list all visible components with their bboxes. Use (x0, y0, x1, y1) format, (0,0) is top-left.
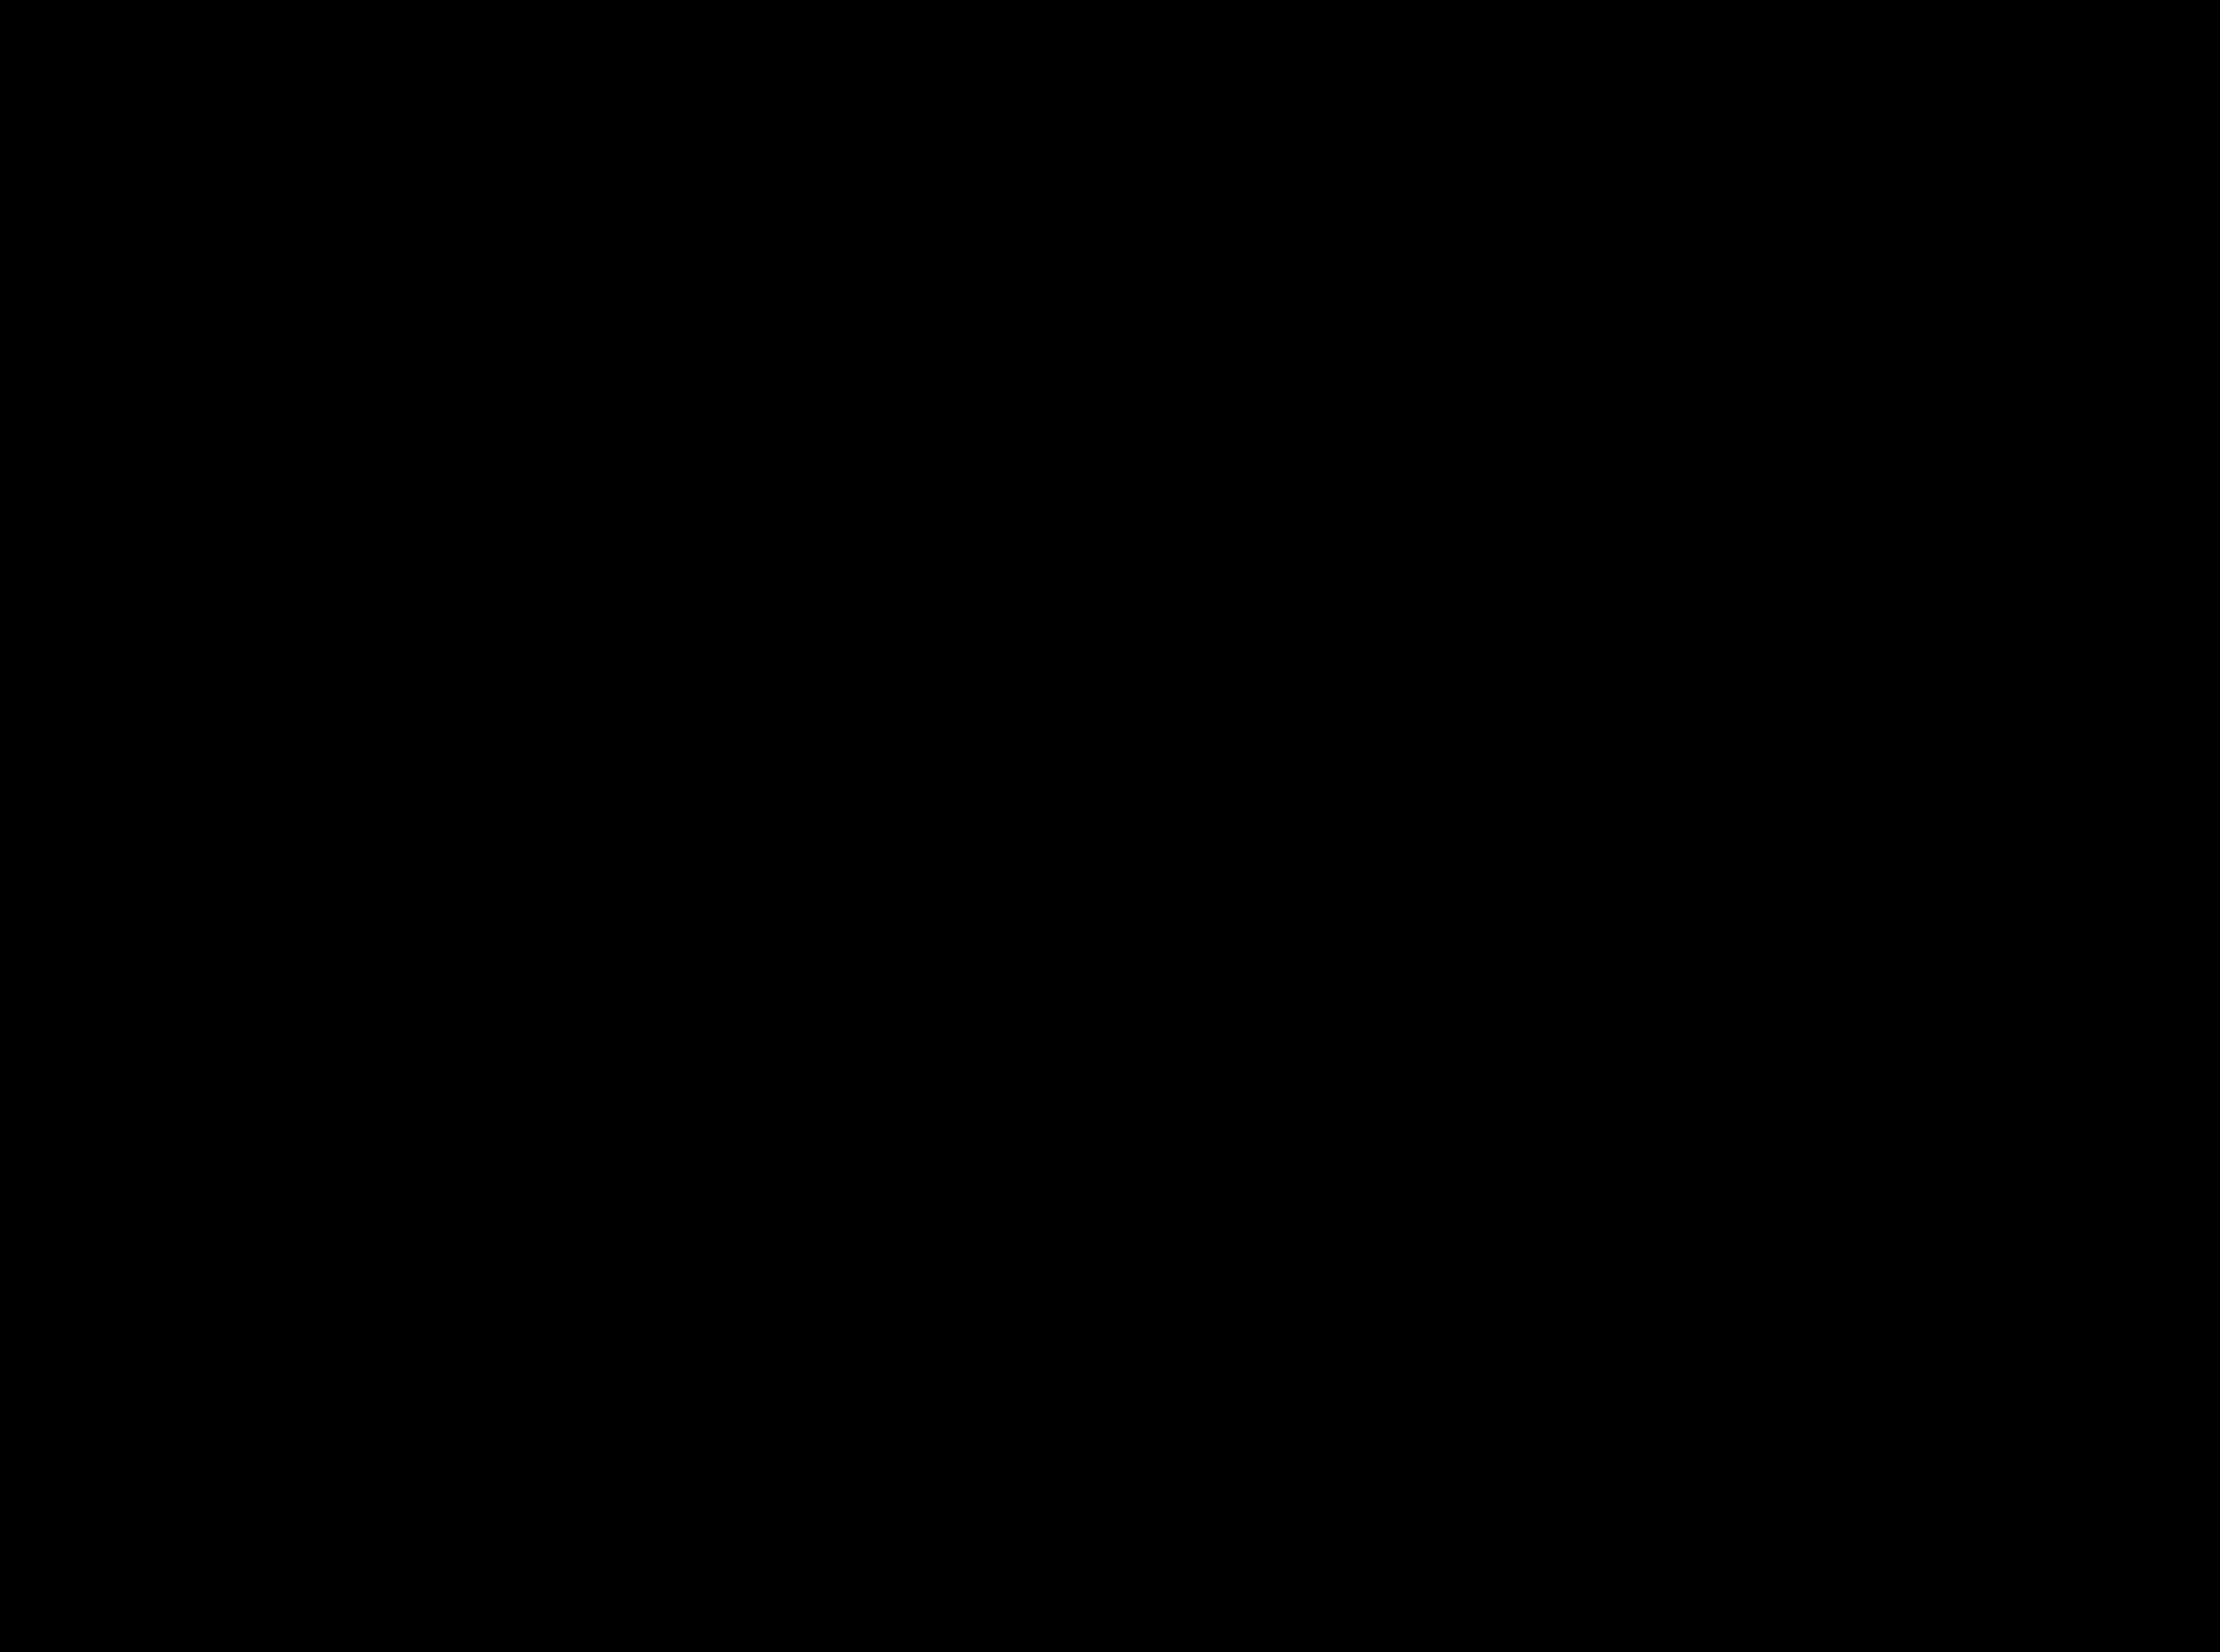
style-box-cell[interactable]: 2 (816, 222, 903, 299)
tablet-device: 5:03 PM Sample Portfolio 07/13/2014 05:0… (0, 0, 1895, 1615)
style-box-cell[interactable]: 4 (956, 135, 1043, 213)
style-box-cell[interactable]: 43 (871, 79, 958, 157)
legend-dot (477, 414, 495, 431)
bolt-icon: ⚡ (78, 1215, 109, 1246)
style-box-cell[interactable]: 1 (966, 201, 1053, 279)
equity-style-card[interactable]: Equity Style Large Core 42.66% % Weight … (424, 63, 1056, 449)
style-box-cell[interactable]: 12 (947, 69, 1034, 147)
pagination-dots[interactable] (916, 680, 967, 695)
stock-stats-card[interactable]: P/E S&P 500 17.81 Stock Stats Price/Pros… (519, 687, 1158, 1123)
page-title: Sample Portfolio (0, 55, 311, 148)
legend-dot (472, 382, 490, 399)
legend-dot (468, 351, 485, 368)
style-box-cell[interactable]: 5 (806, 156, 893, 234)
equity-style-box[interactable]: 29 43 12 5 2 4 2 2 1 Value Core (795, 69, 1058, 327)
as-of-timestamp: 07/13/2014 05:00 PM EDT (346, 11, 694, 89)
style-box-cell[interactable]: 2 (891, 211, 978, 289)
legend-dot (463, 319, 480, 336)
world-map[interactable] (486, 395, 1089, 744)
world-map-card[interactable]: i (472, 382, 1102, 754)
americas-map-shape (503, 443, 741, 733)
refresh-icon[interactable] (722, 0, 771, 43)
style-box-cell[interactable]: 2 (881, 146, 968, 223)
style-box-cell[interactable]: 29 (796, 90, 883, 168)
not-classified-value: 0.00 (462, 851, 505, 880)
asset-allocation-card[interactable]: Asset Allocation US Equities 74.50% % Ne… (0, 225, 465, 602)
world-regions-card[interactable]: i World Regions Americas 93.39% % Weight… (0, 547, 509, 887)
stock-stats-gauge-title: P/E (533, 780, 569, 808)
sensitive-benchmark: 43.03% (1090, 1091, 1156, 1121)
pagination-dot[interactable] (916, 685, 926, 695)
asset-allocation-donut-chart[interactable] (200, 291, 484, 570)
defensive-card[interactable]: S&P 500 30.51% Defensive 26.51% % Weight… (28, 898, 565, 1259)
header-divider (323, 52, 332, 100)
leaf-pin-icon (41, 971, 80, 1018)
pulse-pin-icon (588, 1142, 627, 1189)
pagination-dot[interactable] (956, 680, 967, 689)
cross-icon: ✚ (73, 1182, 104, 1213)
style-box-col-growth: Growth (979, 275, 1045, 305)
stock-holdings-card[interactable]: Stock Portfolio 1.80% T. Rowe Price High… (1046, 115, 1639, 647)
pagination-dot-active[interactable] (936, 682, 947, 692)
cart-icon: ▤ (67, 1149, 99, 1180)
